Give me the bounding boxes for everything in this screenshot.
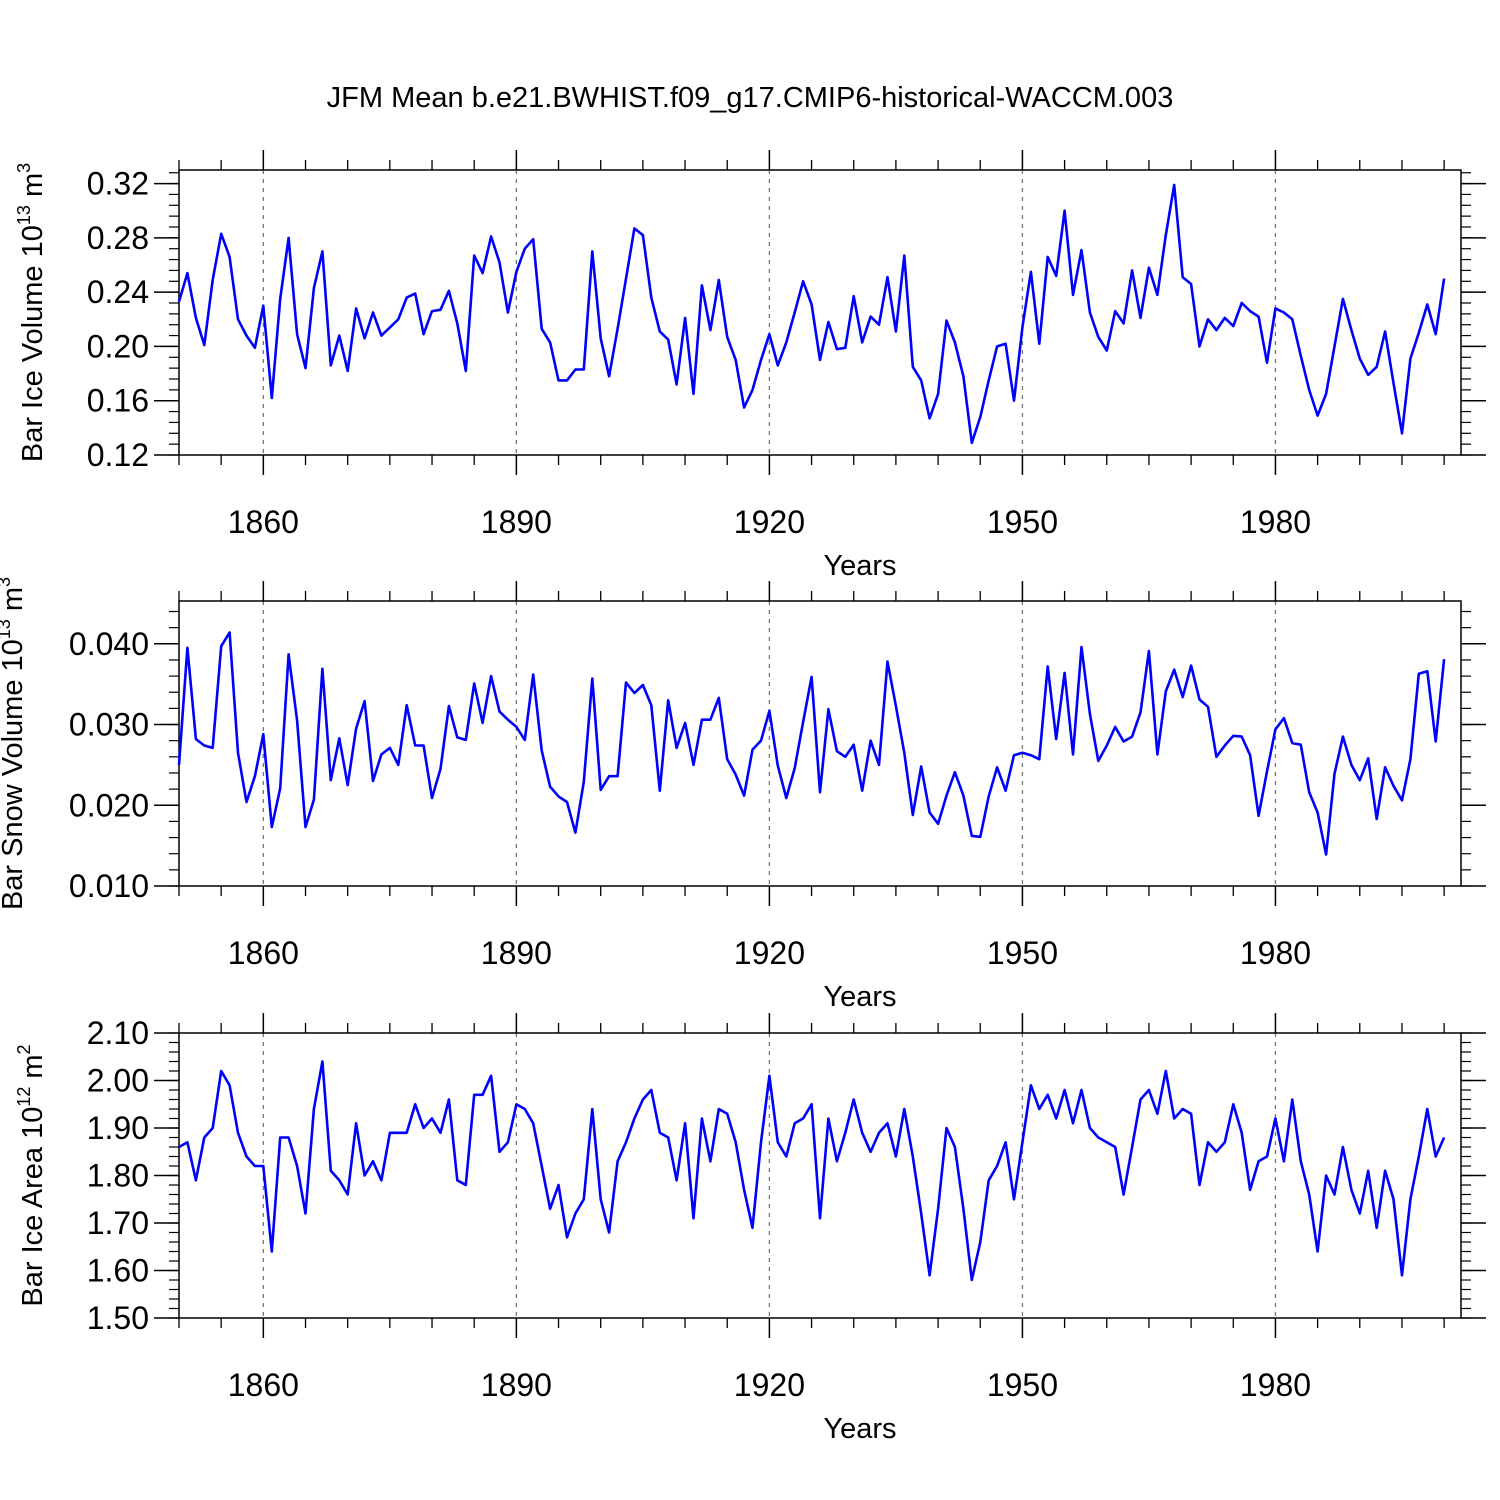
y-tick-label: 0.28	[87, 220, 149, 256]
plot-frame	[178, 600, 1462, 887]
x-tick-label: 1890	[481, 935, 552, 971]
y-tick-label: 2.10	[87, 1015, 149, 1051]
plot-frame	[178, 1032, 1462, 1319]
y-tick-label: 1.70	[87, 1205, 149, 1241]
x-tick-label: 1950	[987, 935, 1058, 971]
data-series-line	[178, 1060, 1446, 1282]
y-tick-label: 0.030	[69, 707, 149, 743]
y-label-text: Bar Ice Volume 10	[17, 225, 49, 462]
chart-panel-3: 1860 1890 1920 1950 1980 1.50 1.60 1.70 1.80 1.90…	[14, 1013, 1486, 1445]
x-tick-label: 1980	[1240, 935, 1311, 971]
x-tick-label: 1950	[987, 1367, 1058, 1403]
x-axis-label: Years	[823, 1413, 896, 1445]
y-tick-label: 1.80	[87, 1158, 149, 1194]
y-label-unit: m	[0, 587, 29, 619]
x-tick-label: 1980	[1240, 1367, 1311, 1403]
y-axis-label: Bar Snow Volume 1013 m3	[0, 577, 29, 910]
x-tick-label: 1890	[481, 504, 552, 540]
y-axis-label: Bar Ice Volume 1013 m3	[14, 163, 49, 462]
y-tick-label: 0.32	[87, 166, 149, 202]
y-tick-label: 0.010	[69, 868, 149, 904]
x-tick-label: 1920	[734, 1367, 805, 1403]
y-label-unit: m	[17, 173, 49, 205]
y-tick-label: 0.20	[87, 328, 149, 364]
plot-frame	[178, 169, 1462, 456]
y-label-unit-exponent: 3	[0, 577, 14, 587]
x-tick-label: 1980	[1240, 504, 1311, 540]
y-tick-label: 0.020	[69, 787, 149, 823]
y-label-exponent: 13	[14, 205, 34, 225]
y-tick-label: 0.24	[87, 274, 149, 310]
x-tick-label: 1920	[734, 935, 805, 971]
chart-panel-1: 1860 1890 1920 1950 1980 0.12 0.16 0.20 0.24 0.28…	[14, 150, 1486, 582]
y-tick-label: 1.90	[87, 1110, 149, 1146]
x-tick-label: 1860	[228, 935, 299, 971]
y-label-text: Bar Snow Volume 10	[0, 639, 29, 910]
x-axis-label: Years	[823, 981, 896, 1013]
y-label-unit: m	[17, 1054, 49, 1086]
x-tick-label: 1920	[734, 504, 805, 540]
y-tick-label: 0.16	[87, 383, 149, 419]
y-label-exponent: 13	[0, 619, 14, 639]
x-tick-label: 1860	[228, 504, 299, 540]
y-tick-label: 1.50	[87, 1300, 149, 1336]
y-tick-label: 1.60	[87, 1253, 149, 1289]
figure-title: JFM Mean b.e21.BWHIST.f09_g17.CMIP6-hist…	[327, 82, 1174, 114]
y-label-unit-exponent: 3	[14, 163, 34, 173]
data-series-line	[177, 183, 1446, 445]
x-axis-label: Years	[823, 550, 896, 582]
x-tick-label: 1890	[481, 1367, 552, 1403]
chart-panel-2: 1860 1890 1920 1950 1980 0.010 0.020 0.030 0.040…	[0, 577, 1486, 1013]
x-tick-label: 1950	[987, 504, 1058, 540]
y-label-unit-exponent: 2	[14, 1044, 34, 1054]
data-series-line	[177, 631, 1446, 856]
y-label-text: Bar Ice Area 10	[17, 1107, 49, 1307]
y-tick-label: 2.00	[87, 1063, 149, 1099]
y-label-exponent: 12	[14, 1087, 34, 1107]
y-axis-label: Bar Ice Area 1012 m2	[14, 1044, 49, 1306]
y-tick-label: 0.040	[69, 626, 149, 662]
y-tick-label: 0.12	[87, 437, 149, 473]
x-tick-label: 1860	[228, 1367, 299, 1403]
